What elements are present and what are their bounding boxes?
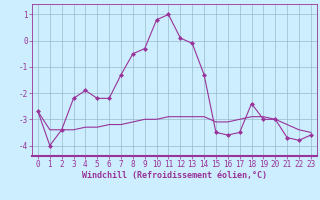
X-axis label: Windchill (Refroidissement éolien,°C): Windchill (Refroidissement éolien,°C): [82, 171, 267, 180]
